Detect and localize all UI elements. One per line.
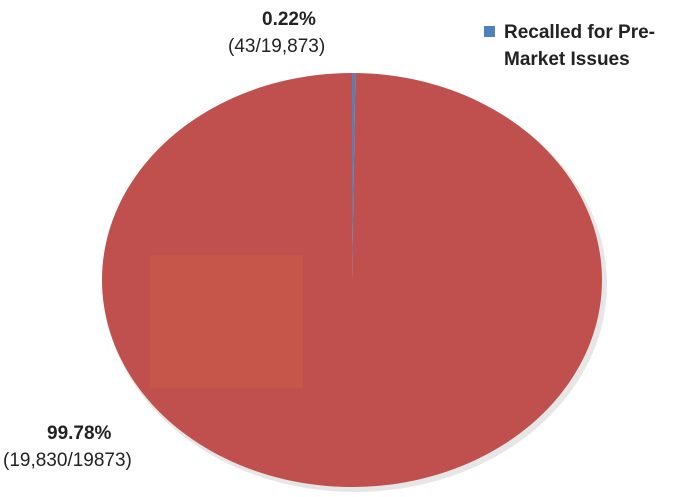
pie-slice-0	[352, 73, 356, 280]
legend: Recalled for Pre- Market Issues	[484, 22, 655, 70]
pie-highlight-artifact	[150, 255, 303, 388]
small-slice-count-label: (43/19,873)	[228, 36, 325, 57]
legend-swatch-recalled	[484, 26, 495, 37]
legend-label-line-1: Recalled for Pre-	[504, 22, 655, 43]
large-slice-percent-label: 99.78%	[47, 423, 112, 444]
legend-label-line-2: Market Issues	[504, 49, 630, 70]
small-slice-percent-label: 0.22%	[262, 9, 316, 30]
large-slice-count-label: (19,830/19873)	[3, 450, 132, 471]
